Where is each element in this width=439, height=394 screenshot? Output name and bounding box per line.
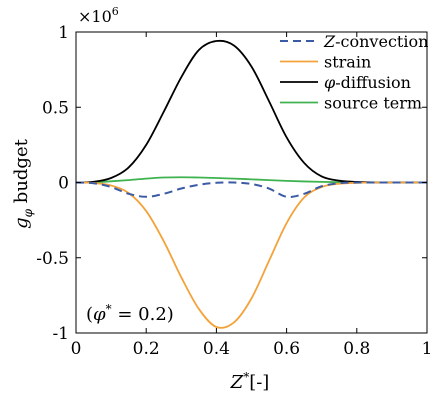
x-tick-label: 1 bbox=[422, 339, 433, 359]
x-tick-label: 0.4 bbox=[203, 339, 230, 359]
ticks-layer: 0 0.2 0.4 0.6 0.8 1 -1 -0.5 0 0.5 1 bbox=[36, 23, 432, 359]
series-line-z-convection bbox=[75, 181, 427, 198]
x-axis-label: Z*[-] bbox=[230, 370, 270, 393]
legend-label: strain bbox=[324, 53, 371, 72]
y-tick-label: 0 bbox=[58, 174, 69, 194]
legend-label: Z-convection bbox=[323, 32, 428, 51]
annotation: (φ* = 0.2) bbox=[86, 302, 174, 325]
y-axis-label: gφ budget bbox=[11, 138, 35, 228]
x-tick-label: 0 bbox=[71, 339, 82, 359]
y-tick-label: 1 bbox=[58, 23, 69, 43]
plot-area: 0 0.2 0.4 0.6 0.8 1 -1 -0.5 0 0.5 1 bbox=[36, 23, 432, 359]
x-tick-label: 0.8 bbox=[343, 339, 370, 359]
y-multiplier-label: ×106 bbox=[78, 5, 119, 26]
x-tick-label: 0.6 bbox=[273, 339, 300, 359]
y-tick-label: 0.5 bbox=[42, 98, 69, 118]
series-layer bbox=[75, 39, 427, 329]
y-tick-label: -0.5 bbox=[36, 249, 69, 269]
y-multiplier-exponent: 6 bbox=[112, 5, 119, 18]
legend-label: φ-diffusion bbox=[324, 73, 411, 92]
y-tick-label: -1 bbox=[52, 324, 69, 344]
legend-label: source term bbox=[324, 94, 422, 113]
x-tick-label: 0.2 bbox=[133, 339, 160, 359]
